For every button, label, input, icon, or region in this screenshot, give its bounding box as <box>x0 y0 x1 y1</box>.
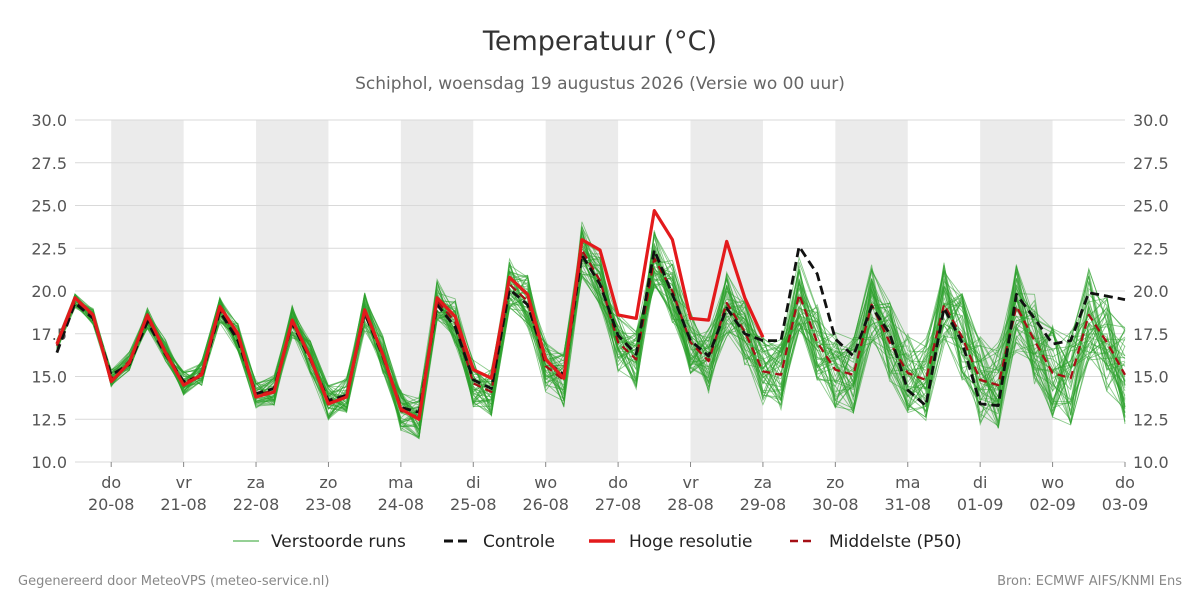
x-tick-day-03-09: do <box>1115 473 1135 492</box>
x-tick-day-27-08: do <box>608 473 628 492</box>
x-tick-date-20-08: 20-08 <box>88 495 135 514</box>
x-tick-date-31-08: 31-08 <box>885 495 932 514</box>
y-axis-right: 10.0 12.5 15.0 17.5 20.0 22.5 25.0 27.5 30.0 <box>1133 111 1169 472</box>
ensemble-member-48 <box>56 262 1126 414</box>
footer-source: Bron: ECMWF AIFS/KNMI Ens <box>997 574 1182 589</box>
y-tick-right-20.0: 20.0 <box>1133 282 1169 301</box>
x-tick-day-01-09: di <box>973 473 988 492</box>
legend-label-ensemble: Verstoorde runs <box>271 532 406 552</box>
series-line-controle <box>55 245 1126 414</box>
x-axis: do 20-08 vr 21-08 za 22-08 zo 23-08 ma 24-08 di 25-… <box>88 462 1148 514</box>
x-tick-date-27-08: 27-08 <box>595 495 642 514</box>
chart-subtitle: Schiphol, woensdag 19 augustus 2026 (Ver… <box>355 74 845 94</box>
y-tick-left-10.0: 10.0 <box>31 453 67 472</box>
series-line-middelste-p50- <box>55 248 1127 419</box>
y-tick-left-22.5: 22.5 <box>31 239 67 258</box>
y-tick-left-30.0: 30.0 <box>31 111 67 130</box>
x-tick-day-28-08: vr <box>682 473 698 492</box>
y-tick-right-17.5: 17.5 <box>1133 325 1169 344</box>
y-tick-right-10.0: 10.0 <box>1133 453 1169 472</box>
ensemble-member-42 <box>56 235 1126 433</box>
y-tick-right-12.5: 12.5 <box>1133 410 1169 429</box>
x-tick-date-23-08: 23-08 <box>305 495 352 514</box>
x-tick-day-30-08: zo <box>826 473 844 492</box>
y-tick-left-20.0: 20.0 <box>31 282 67 301</box>
x-tick-day-23-08: zo <box>319 473 337 492</box>
x-tick-date-26-08: 26-08 <box>522 495 569 514</box>
y-tick-right-30.0: 30.0 <box>1133 111 1169 130</box>
y-tick-left-15.0: 15.0 <box>31 368 67 387</box>
y-axis-left: 10.012.515.017.520.022.525.027.530.0 <box>31 111 67 472</box>
x-tick-date-28-08: 28-08 <box>667 495 714 514</box>
x-tick-day-25-08: di <box>466 473 481 492</box>
x-tick-date-22-08: 22-08 <box>233 495 280 514</box>
chart-legend: Verstoorde runs Controle Hoge resolutie … <box>233 532 962 552</box>
y-tick-right-27.5: 27.5 <box>1133 154 1169 173</box>
legend-label-p50: Middelste (P50) <box>829 532 962 552</box>
y-tick-left-27.5: 27.5 <box>31 154 67 173</box>
legend-label-hoge-resolutie: Hoge resolutie <box>629 532 753 552</box>
x-tick-day-02-09: wo <box>1041 473 1064 492</box>
x-tick-day-31-08: ma <box>895 473 920 492</box>
footer-credit: Gegenereerd door MeteoVPS (meteo-service… <box>18 574 329 589</box>
x-tick-day-20-08: do <box>101 473 121 492</box>
x-tick-date-03-09: 03-09 <box>1102 495 1149 514</box>
x-tick-date-29-08: 29-08 <box>740 495 787 514</box>
x-tick-date-02-09: 02-09 <box>1029 495 1076 514</box>
legend-label-controle: Controle <box>483 532 555 552</box>
x-tick-date-21-08: 21-08 <box>160 495 207 514</box>
ensemble-member-47 <box>56 231 1126 423</box>
ensemble-member-50 <box>56 235 1126 418</box>
y-tick-right-15.0: 15.0 <box>1133 368 1169 387</box>
x-tick-date-25-08: 25-08 <box>450 495 497 514</box>
x-tick-day-24-08: ma <box>388 473 413 492</box>
y-tick-left-12.5: 12.5 <box>31 410 67 429</box>
x-tick-day-21-08: vr <box>176 473 192 492</box>
ensemble-member-43 <box>56 255 1126 423</box>
y-tick-right-22.5: 22.5 <box>1133 239 1169 258</box>
y-tick-right-25.0: 25.0 <box>1133 197 1169 216</box>
x-tick-day-26-08: wo <box>534 473 557 492</box>
x-tick-date-24-08: 24-08 <box>378 495 425 514</box>
x-tick-day-29-08: za <box>754 473 772 492</box>
chart-title: Temperatuur (°C) <box>482 26 717 57</box>
x-tick-date-01-09: 01-09 <box>957 495 1004 514</box>
x-tick-date-30-08: 30-08 <box>812 495 859 514</box>
x-tick-day-22-08: za <box>247 473 265 492</box>
series-line-hoge-resolutie <box>55 209 765 421</box>
y-tick-left-25.0: 25.0 <box>31 197 67 216</box>
main-series <box>55 209 1127 421</box>
